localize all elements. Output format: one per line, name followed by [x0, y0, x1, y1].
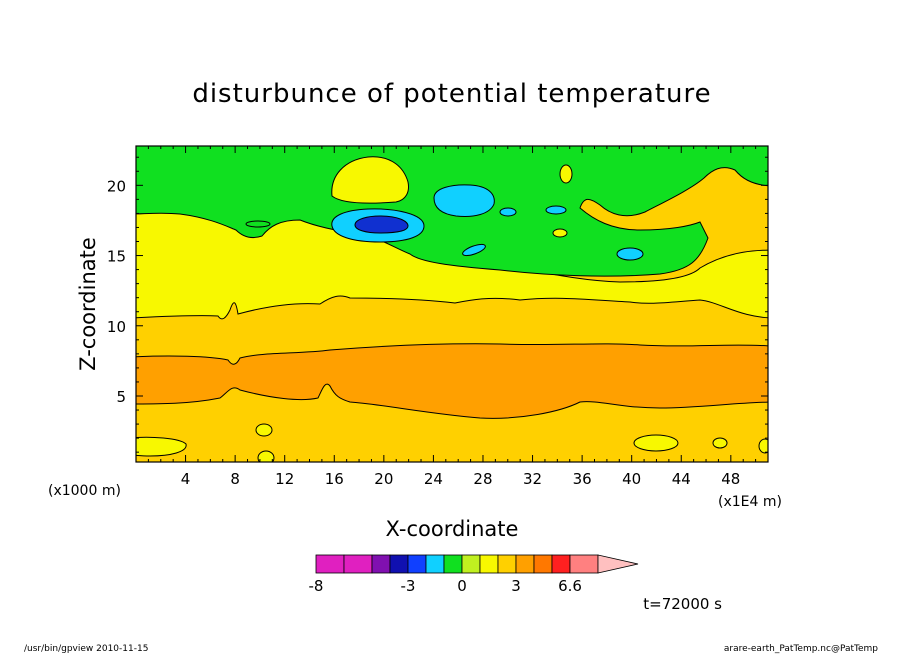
max-blob-bottom-1	[255, 423, 273, 437]
colorbar-segment	[569, 554, 599, 574]
colorbar-extension	[597, 554, 639, 574]
footer-right: arare-earth_PatTemp.nc@PatTemp	[724, 644, 878, 654]
x-tick-label: 32	[523, 470, 542, 488]
max-blob-bottom-2	[257, 450, 275, 462]
x-unit-left: (x1000 m)	[48, 483, 121, 499]
y-axis-ticks	[136, 156, 768, 453]
band-orange	[136, 343, 768, 419]
y-tick-label: 5	[116, 388, 126, 406]
colorbar-segment	[497, 554, 517, 574]
plot-area	[136, 146, 768, 462]
max-blob-small-2	[552, 228, 568, 238]
colorbar-segment	[389, 554, 409, 574]
colorbar-segment	[515, 554, 535, 574]
min-blob-cyan-right	[433, 184, 495, 217]
x-tick-label: 4	[181, 470, 191, 488]
footer-left: /usr/bin/gpview 2010-11-15	[24, 644, 148, 654]
y-tick-label: 15	[107, 248, 126, 266]
max-blob-upper	[331, 156, 409, 204]
plot-frame	[135, 145, 769, 463]
min-blob-cyan-small-4	[616, 247, 644, 261]
colorbar-tick-label: 0	[457, 577, 467, 595]
colorbar-segment	[315, 554, 345, 574]
x-unit-right: (x1E4 m)	[718, 494, 782, 510]
colorbar-tick-label: -3	[401, 577, 416, 595]
colorbar-segment	[371, 554, 391, 574]
colorbar-segment	[425, 554, 445, 574]
colorbar-tick-label: 3	[511, 577, 521, 595]
x-tick-label: 36	[573, 470, 592, 488]
colorbar-tick-labels: -8 -3 0 3 6.6	[309, 577, 582, 595]
y-axis-tick-labels: 5 10 15 20	[107, 177, 126, 406]
min-blob-blue	[354, 215, 409, 234]
colorbar-segment	[479, 554, 499, 574]
x-tick-label: 20	[374, 470, 393, 488]
min-blob-cyan-small-2	[545, 205, 567, 215]
time-label: t=72000 s	[643, 595, 722, 613]
colorbar-segment	[551, 554, 571, 574]
x-tick-label: 44	[672, 470, 691, 488]
colorbar-segment	[533, 554, 553, 574]
colorbar-tick-label: 6.6	[558, 577, 582, 595]
x-tick-label: 16	[325, 470, 344, 488]
max-blob-bottom-5	[758, 438, 768, 454]
y-axis-label: Z-coordinate	[76, 237, 100, 371]
x-tick-label: 48	[721, 470, 740, 488]
x-tick-label: 12	[275, 470, 294, 488]
x-axis-label: X-coordinate	[386, 517, 519, 541]
max-blob-bottom-left	[136, 436, 187, 457]
min-blob-small-green	[245, 220, 271, 228]
colorbar	[315, 554, 639, 574]
colorbar-segment	[461, 554, 481, 574]
colorbar-segment	[407, 554, 427, 574]
max-blob-bottom-3	[633, 434, 679, 452]
min-blob-cyan-small-1	[499, 207, 517, 217]
x-tick-label: 28	[473, 470, 492, 488]
max-blob-small-1	[559, 164, 573, 184]
x-tick-label: 8	[230, 470, 240, 488]
colorbar-segment	[343, 554, 373, 574]
x-axis-ticks	[147, 146, 757, 462]
min-blob-cyan-small-3	[462, 243, 486, 257]
x-tick-label: 24	[424, 470, 443, 488]
y-tick-label: 20	[107, 177, 126, 195]
y-tick-label: 10	[107, 318, 126, 336]
chart-title: disturbunce of potential temperature	[192, 79, 711, 109]
colorbar-segment	[443, 554, 463, 574]
x-axis-tick-labels: 4 8 12 16 20 24 28 32 36 40 44 48	[181, 470, 741, 488]
max-blob-bottom-4	[712, 437, 728, 449]
colorbar-tick-label: -8	[309, 577, 324, 595]
x-tick-label: 40	[622, 470, 641, 488]
